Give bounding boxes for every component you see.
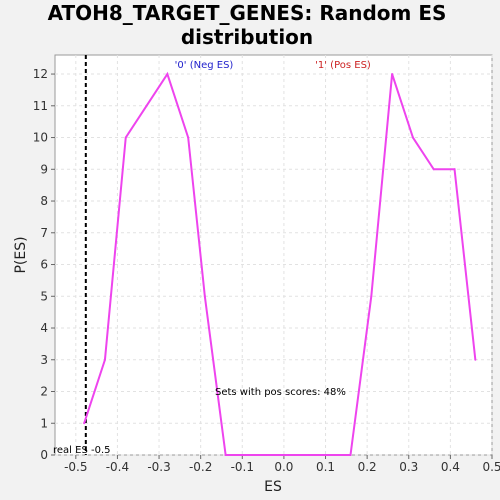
data-point xyxy=(83,422,86,425)
data-point xyxy=(103,358,106,361)
y-tick-label: 5 xyxy=(40,289,48,303)
x-tick-label: 0.0 xyxy=(274,460,293,474)
x-tick-label: 0.1 xyxy=(316,460,335,474)
x-tick-label: -0.5 xyxy=(64,460,87,474)
data-point xyxy=(145,104,148,107)
x-tick-label: 0.5 xyxy=(482,460,500,474)
y-tick-label: 4 xyxy=(40,321,48,335)
x-axis-label: ES xyxy=(264,479,282,495)
pos-es-label: '1' (Pos ES) xyxy=(315,60,371,71)
data-point xyxy=(370,295,373,298)
real-es-label: real ES -0.5 xyxy=(53,445,111,456)
data-point xyxy=(203,295,206,298)
grid xyxy=(55,55,493,456)
series-points xyxy=(83,73,477,456)
x-tick-label: -0.3 xyxy=(147,460,170,474)
y-tick-label: 0 xyxy=(40,448,48,462)
neg-es-label: '0' (Neg ES) xyxy=(175,60,234,71)
data-point xyxy=(245,454,248,456)
data-point xyxy=(124,136,127,139)
y-tick-label: 11 xyxy=(33,99,48,113)
data-point xyxy=(187,136,190,139)
x-axis-ticks: -0.5 -0.4 -0.3 -0.2 -0.1 0.0 0.1 0.2 0.3 0.4 0.5 xyxy=(64,455,500,474)
data-point xyxy=(474,358,477,361)
data-point xyxy=(453,168,456,171)
y-tick-label: 7 xyxy=(40,226,48,240)
data-point xyxy=(287,454,290,456)
data-point xyxy=(307,454,310,456)
y-tick-label: 1 xyxy=(40,416,48,430)
plot-area xyxy=(54,54,493,456)
data-point xyxy=(166,73,169,76)
y-tick-label: 8 xyxy=(40,194,48,208)
y-tick-label: 12 xyxy=(33,67,48,81)
x-tick-label: -0.2 xyxy=(189,460,212,474)
data-point xyxy=(266,454,269,456)
y-tick-label: 9 xyxy=(40,162,48,176)
pos-scores-annotation: Sets with pos scores: 48% xyxy=(215,387,346,398)
data-point xyxy=(328,454,331,456)
data-point xyxy=(224,454,227,456)
data-point xyxy=(411,136,414,139)
chart-title-line1: ATOH8_TARGET_GENES: Random ES xyxy=(48,1,447,25)
x-tick-label: 0.2 xyxy=(358,460,377,474)
data-point xyxy=(391,73,394,76)
x-tick-label: 0.4 xyxy=(441,460,460,474)
x-tick-label: -0.4 xyxy=(106,460,129,474)
y-tick-label: 3 xyxy=(40,353,48,367)
y-tick-label: 10 xyxy=(33,131,48,145)
chart-title-line2: distribution xyxy=(181,25,313,49)
x-tick-label: 0.3 xyxy=(399,460,418,474)
y-tick-label: 6 xyxy=(40,258,48,272)
data-point xyxy=(349,454,352,456)
x-tick-label: -0.1 xyxy=(231,460,254,474)
y-tick-label: 2 xyxy=(40,385,48,399)
data-point xyxy=(432,168,435,171)
series-line xyxy=(83,71,477,456)
y-axis-label: P(ES) xyxy=(13,236,29,273)
